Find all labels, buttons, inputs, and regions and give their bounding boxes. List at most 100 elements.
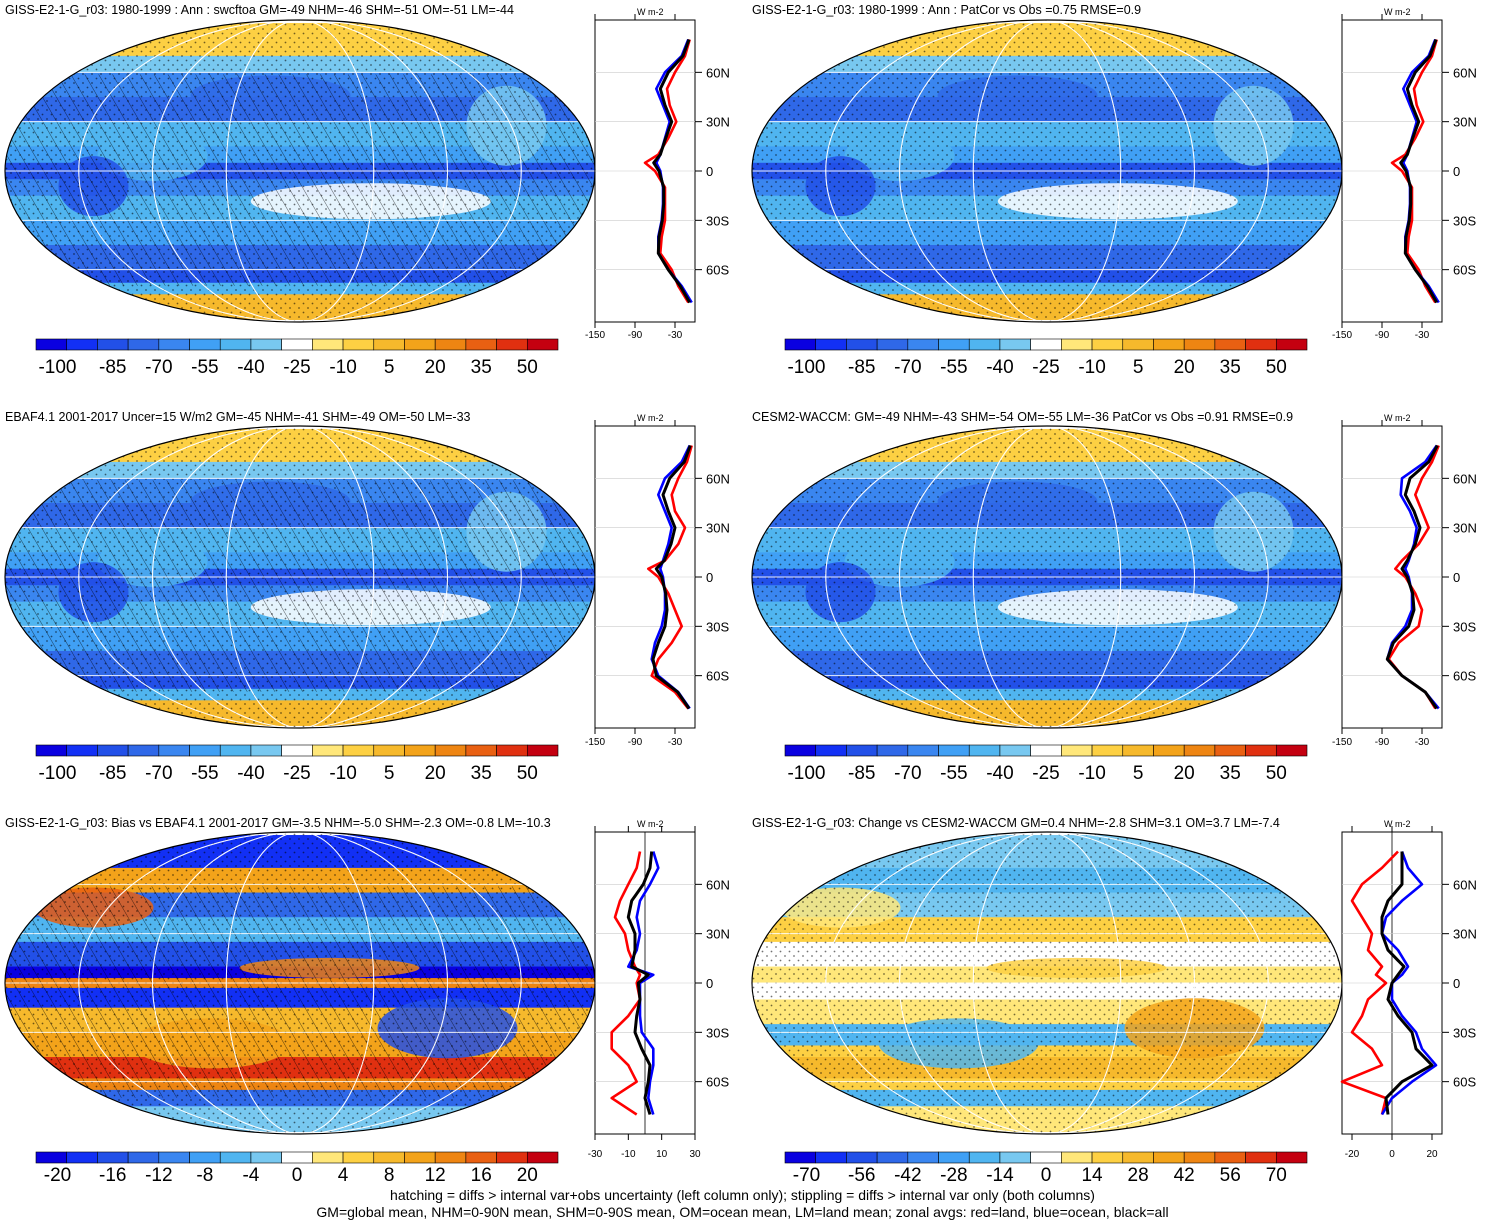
colorbar-box xyxy=(1214,1151,1246,1164)
lat-label: 0 xyxy=(1453,570,1460,585)
zonal-units: W m-2 xyxy=(1384,413,1411,423)
colorbar-box xyxy=(1091,338,1124,351)
colorbar-box xyxy=(373,338,405,351)
map xyxy=(752,426,1342,728)
colorbar-label: -70 xyxy=(145,357,172,378)
lat-label: 0 xyxy=(706,976,713,991)
colorbar-label: -100 xyxy=(38,763,76,784)
colorbar-box xyxy=(66,338,98,351)
lat-label: 0 xyxy=(1453,164,1460,179)
colorbar-label: -70 xyxy=(894,357,921,378)
lat-label: 30S xyxy=(706,1025,729,1040)
colorbar-box xyxy=(1245,1151,1277,1164)
colorbar-box xyxy=(219,744,252,757)
lat-label: 0 xyxy=(1453,976,1460,991)
panel-title: GISS-E2-1-G_r03: Change vs CESM2-WACCM G… xyxy=(752,816,1280,830)
colorbar-label: 14 xyxy=(1081,1165,1103,1186)
zonal-series-line xyxy=(1380,851,1438,1116)
colorbar-box xyxy=(1030,338,1062,351)
colorbar-box xyxy=(434,338,467,351)
colorbar-label: -10 xyxy=(1078,357,1105,378)
colorbar-box xyxy=(1275,744,1308,757)
colorbar: -100 -85 -70 -55 -40 -25 -10 5 20 35 50 xyxy=(784,338,1308,378)
colorbar-box xyxy=(815,1151,847,1164)
zonal-panel: W m-2 -150 -90 -30 60N 30N 0 30S 60S xyxy=(1332,7,1477,341)
colorbar-box xyxy=(1245,338,1277,351)
colorbar-label: 16 xyxy=(471,1165,492,1186)
lat-label: 60N xyxy=(706,471,730,486)
zonal-tick-label: 0 xyxy=(1389,1149,1395,1160)
colorbar-box xyxy=(158,338,190,351)
lat-label: 30S xyxy=(1453,1025,1476,1040)
lat-label: 60N xyxy=(706,65,730,80)
colorbar-box xyxy=(219,1151,252,1164)
colorbar-box xyxy=(999,744,1031,757)
zonal-series-line xyxy=(1390,39,1438,304)
panel-3: EBAF4.1 2001-2017 Uncer=15 W/m2 GM=-45 N… xyxy=(4,410,730,784)
panel-title: GISS-E2-1-G_r03: 1980-1999 : Ann : swcft… xyxy=(5,3,514,17)
colorbar-label: 5 xyxy=(1133,357,1144,378)
map xyxy=(752,20,1342,322)
panel-title: CESM2-WACCM: GM=-49 NHM=-43 SHM=-54 OM=-… xyxy=(752,410,1293,424)
colorbar-label: -56 xyxy=(848,1165,875,1186)
colorbar-label: -100 xyxy=(38,357,76,378)
zonal-series-line xyxy=(1340,850,1399,1115)
colorbar-label: 5 xyxy=(384,763,395,784)
colorbar-label: -14 xyxy=(986,1165,1014,1186)
colorbar-box xyxy=(999,1151,1031,1164)
colorbar-box xyxy=(312,338,344,351)
colorbar-box xyxy=(907,744,939,757)
colorbar-box xyxy=(373,744,405,757)
colorbar-label: 20 xyxy=(1174,357,1195,378)
zonal-panel: W m-2 -150 -90 -30 60N 30N 0 30S 60S xyxy=(1332,413,1477,748)
colorbar-box xyxy=(1153,744,1185,757)
colorbar-label: -40 xyxy=(237,763,264,784)
colorbar-box xyxy=(35,744,68,757)
colorbar-box xyxy=(496,744,528,757)
lat-label: 60N xyxy=(1453,471,1477,486)
colorbar-label: 50 xyxy=(1266,357,1287,378)
zonal-units: W m-2 xyxy=(637,7,664,17)
lat-label: 30S xyxy=(706,619,729,634)
colorbar-box xyxy=(281,744,313,757)
colorbar-box xyxy=(1122,744,1154,757)
zonal-tick-label: 20 xyxy=(1426,1149,1438,1160)
colorbar-box xyxy=(434,1151,467,1164)
colorbar-label: -85 xyxy=(848,763,875,784)
colorbar-box xyxy=(404,744,436,757)
colorbar-box xyxy=(1183,1151,1216,1164)
colorbar-box xyxy=(189,338,221,351)
panel-6: GISS-E2-1-G_r03: Change vs CESM2-WACCM G… xyxy=(751,816,1477,1186)
lat-label: 60N xyxy=(1453,65,1477,80)
colorbar-box xyxy=(158,1151,190,1164)
lat-label: 30N xyxy=(1453,521,1477,536)
colorbar-box xyxy=(404,338,436,351)
colorbar-box xyxy=(434,744,467,757)
colorbar-box xyxy=(938,338,970,351)
lat-label: 60S xyxy=(706,669,729,684)
colorbar-box xyxy=(465,338,497,351)
panel-4: CESM2-WACCM: GM=-49 NHM=-43 SHM=-54 OM=-… xyxy=(751,410,1477,784)
zonal-panel: W m-2 -150 -90 -30 60N 30N 0 30S 60S xyxy=(585,413,730,748)
colorbar-box xyxy=(312,744,344,757)
zonal-tick-label: -90 xyxy=(1375,330,1390,341)
colorbar-label: -55 xyxy=(191,357,218,378)
lat-label: 30S xyxy=(706,213,729,228)
colorbar-label: 20 xyxy=(425,763,446,784)
panel-title: EBAF4.1 2001-2017 Uncer=15 W/m2 GM=-45 N… xyxy=(5,410,471,424)
panel-title: GISS-E2-1-G_r03: Bias vs EBAF4.1 2001-20… xyxy=(5,816,551,830)
colorbar-box xyxy=(876,1151,909,1164)
colorbar-box xyxy=(1245,744,1277,757)
colorbar-label: -100 xyxy=(787,763,825,784)
lat-label: 60S xyxy=(706,1075,729,1090)
colorbar-label: -70 xyxy=(145,763,172,784)
zonal-panel: W m-2 -20 0 20 60N 30N 0 30S 60S xyxy=(1340,819,1477,1160)
zonal-series-line xyxy=(651,444,692,710)
colorbar-box xyxy=(127,744,160,757)
colorbar-box xyxy=(250,744,282,757)
zonal-tick-label: -20 xyxy=(1345,1149,1360,1160)
zonal-tick-label: 30 xyxy=(689,1149,701,1160)
colorbar-label: 12 xyxy=(425,1165,446,1186)
colorbar-label: -70 xyxy=(793,1165,820,1186)
